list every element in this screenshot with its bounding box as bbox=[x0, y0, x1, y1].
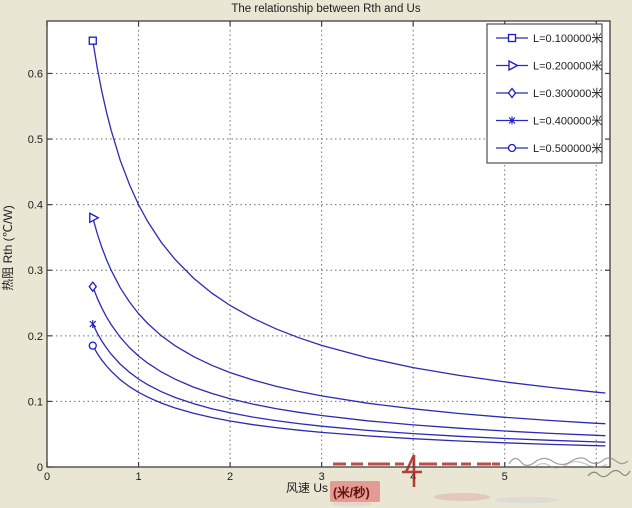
legend: L=0.100000米 L=0.200000米 L=0.300000米 L=0.… bbox=[486, 23, 603, 164]
y-tick-label: 0.6 bbox=[28, 68, 43, 80]
circle-marker-icon bbox=[88, 341, 97, 350]
square-marker-icon bbox=[88, 36, 97, 45]
y-axis-label: 热阻 Rth (℃/W) bbox=[1, 205, 15, 290]
red-four-mark bbox=[402, 454, 422, 487]
y-tick-label: 0.1 bbox=[28, 396, 43, 408]
triangle-right-marker-icon bbox=[508, 59, 519, 72]
smudge-watermark bbox=[332, 493, 559, 507]
curve-0.100000 bbox=[92, 40, 606, 394]
circle-marker-icon bbox=[507, 143, 517, 153]
plot-border bbox=[46, 20, 611, 468]
curve-0.500000 bbox=[92, 345, 606, 447]
triangle-right-marker-icon bbox=[89, 212, 100, 224]
diamond-marker-icon bbox=[88, 281, 98, 293]
legend-label: L=0.300000米 bbox=[533, 87, 602, 100]
legend-entry: L=0.200000米 bbox=[496, 60, 602, 73]
asterisk-marker-icon bbox=[89, 320, 97, 329]
x-tick-label: 2 bbox=[227, 471, 233, 483]
curve-0.400000 bbox=[92, 323, 606, 443]
data-markers bbox=[88, 36, 100, 350]
square-marker-icon bbox=[507, 33, 517, 43]
legend-label: L=0.200000米 bbox=[533, 60, 602, 73]
x-tick-label: 1 bbox=[135, 471, 141, 483]
legend-diamond-icon bbox=[496, 87, 528, 99]
asterisk-stroke bbox=[89, 320, 97, 328]
legend-circle-icon bbox=[496, 143, 528, 153]
legend-entry: L=0.400000米 bbox=[496, 115, 602, 128]
y-tick-label: 0 bbox=[37, 462, 43, 474]
x-axis-unit: (米/秒) bbox=[333, 485, 370, 500]
gray-handwriting-watermark bbox=[508, 457, 631, 478]
curve-0.200000 bbox=[92, 217, 606, 425]
data-curves bbox=[92, 40, 606, 447]
y-tick-label: 0.2 bbox=[28, 331, 43, 343]
red-scribble-watermark bbox=[333, 454, 500, 487]
legend-label: L=0.100000米 bbox=[533, 32, 602, 45]
asterisk-stroke bbox=[508, 117, 516, 124]
legend-asterisk-icon bbox=[496, 116, 528, 125]
x-tick-label: 3 bbox=[319, 471, 325, 483]
unit-highlight bbox=[330, 481, 380, 502]
y-tick-label: 0.3 bbox=[28, 265, 43, 277]
x-tick-label: 0 bbox=[44, 471, 50, 483]
x-tick-label: 5 bbox=[502, 471, 508, 483]
legend-entry: L=0.300000米 bbox=[496, 87, 602, 100]
chart-title: The relationship between Rth and Us bbox=[231, 3, 420, 15]
legend-entry: L=0.500000米 bbox=[496, 142, 602, 155]
legend-entry: L=0.100000米 bbox=[496, 32, 602, 45]
legend-triangle-right-icon bbox=[496, 59, 528, 72]
axis-tick-labels: 0 1 2 3 4 500.10.20.30.40.50.6 bbox=[28, 68, 508, 483]
asterisk-marker-icon bbox=[508, 116, 516, 125]
y-tick-label: 0.5 bbox=[28, 134, 43, 146]
curve-0.300000 bbox=[92, 286, 606, 437]
y-tick-label: 0.4 bbox=[28, 200, 43, 212]
legend-square-icon bbox=[496, 33, 528, 43]
diamond-marker-icon bbox=[507, 87, 517, 99]
legend-label: L=0.400000米 bbox=[533, 115, 602, 128]
legend-label: L=0.500000米 bbox=[533, 142, 602, 155]
axis-ticks bbox=[46, 21, 610, 468]
x-axis-label: 风速 Us bbox=[286, 481, 328, 495]
